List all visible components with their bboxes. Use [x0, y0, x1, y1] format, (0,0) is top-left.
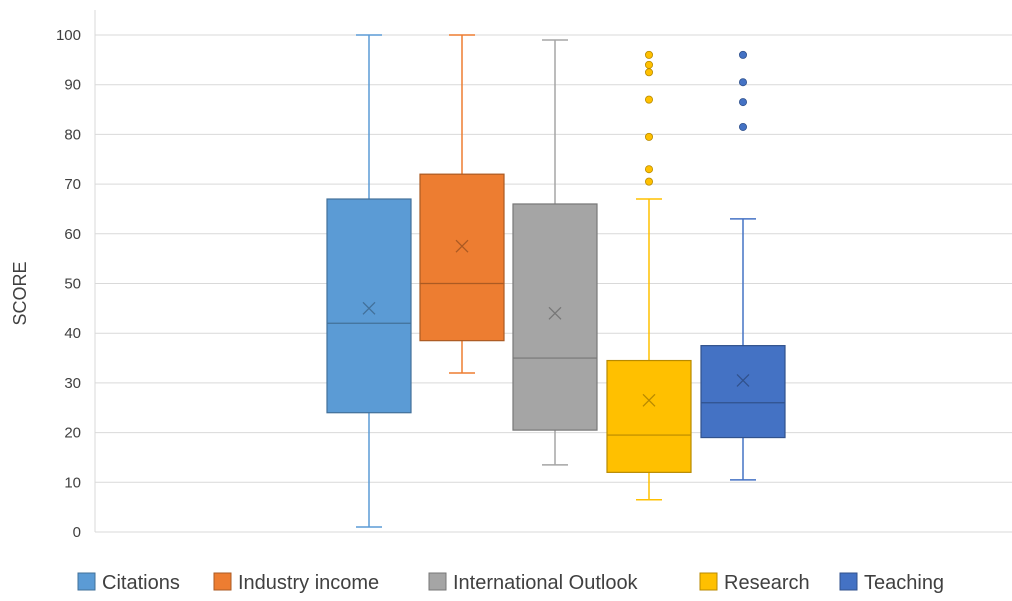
y-tick-label: 90	[64, 77, 81, 94]
mean-marker	[455, 239, 469, 253]
box-teaching	[700, 50, 786, 481]
outlier-point	[739, 122, 748, 131]
legend-swatch	[77, 572, 96, 591]
legend-swatch	[213, 572, 232, 591]
y-tick-label: 0	[73, 524, 81, 541]
legend-item: Research	[699, 572, 810, 594]
y-tick-label: 30	[64, 375, 81, 392]
y-tick-label: 80	[64, 126, 81, 143]
legend-label: Industry income	[238, 572, 379, 594]
legend-item: International Outlook	[428, 572, 639, 594]
iqr-box	[326, 198, 412, 414]
mean-marker	[548, 306, 562, 320]
outlier-point	[645, 95, 654, 104]
outlier-point	[739, 98, 748, 107]
outlier-point	[645, 68, 654, 77]
legend-swatch	[699, 572, 718, 591]
y-tick-label: 70	[64, 176, 81, 193]
mean-marker	[362, 301, 376, 315]
axis-layer: SCORE 0 10 20 30 40 50 60 70 80 90 100	[10, 10, 96, 541]
outlier-point	[645, 177, 654, 186]
outlier-point	[739, 50, 748, 59]
iqr-box	[606, 359, 692, 473]
legend-label: International Outlook	[453, 572, 639, 594]
y-tick-label: 20	[64, 425, 81, 442]
box-layer	[326, 34, 786, 528]
box-research	[606, 50, 692, 501]
legend-label: Research	[724, 572, 810, 594]
legend-swatch	[839, 572, 858, 591]
iqr-box	[512, 203, 598, 431]
outlier-point	[739, 78, 748, 87]
iqr-box	[700, 345, 786, 439]
y-tick-label: 60	[64, 226, 81, 243]
mean-marker	[642, 393, 656, 407]
box-international-outlook	[512, 39, 598, 466]
mean-marker	[736, 373, 750, 387]
box-citations	[326, 34, 412, 528]
legend-item: Industry income	[213, 572, 379, 594]
box-industry-income	[419, 34, 505, 374]
y-tick-label: 50	[64, 276, 81, 293]
outlier-point	[645, 165, 654, 174]
y-tick-label: 100	[56, 27, 81, 44]
y-tick-label: 10	[64, 474, 81, 491]
legend-label: Teaching	[864, 572, 944, 594]
outlier-point	[645, 60, 654, 69]
iqr-box	[419, 173, 505, 342]
legend-item: Teaching	[839, 572, 944, 594]
outlier-point	[645, 132, 654, 141]
legend-item: Citations	[77, 572, 180, 594]
y-axis-title: SCORE	[10, 261, 30, 325]
legend-swatch	[428, 572, 447, 591]
outlier-point	[645, 50, 654, 59]
legend: Citations Industry income International Ou…	[77, 572, 944, 594]
y-tick-label: 40	[64, 325, 81, 342]
legend-label: Citations	[102, 572, 180, 594]
